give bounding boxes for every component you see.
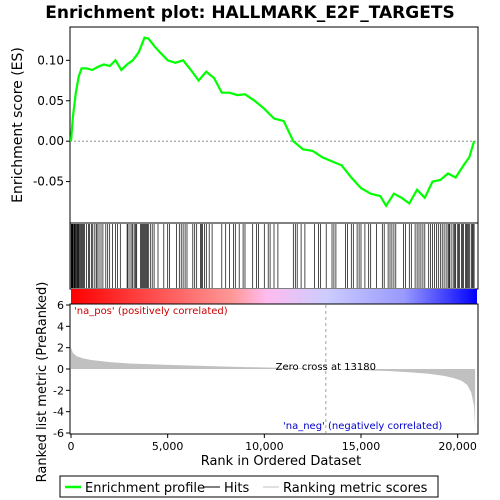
es-y-tick-label: 0.10 [37, 53, 64, 67]
legend-label-enrichment-profile: Enrichment profile [85, 481, 205, 496]
rank-gradient-bar [71, 289, 477, 304]
legend-frame [59, 475, 439, 498]
x-tick-label: 5,000 [152, 440, 184, 453]
metric-y-axis: 6 4 2 0 -2 -4 -6 [53, 299, 70, 440]
es-y-tick-label: -0.05 [33, 175, 64, 189]
chart-title: Enrichment plot: HALLMARK_E2F_TARGETS [45, 3, 454, 23]
es-y-axis: 0.10 0.05 0.00 -0.05 [33, 53, 70, 189]
es-y-axis-label: Enrichment score (ES) [10, 47, 26, 203]
enrichment-profile-line [69, 36, 476, 208]
es-y-tick-label: 0.00 [37, 134, 64, 148]
es-y-tick-label: 0.05 [37, 94, 64, 108]
metric-y-tick-label: -6 [53, 427, 64, 440]
metric-y-tick-label: -2 [53, 384, 64, 397]
x-axis-label: Rank in Ordered Dataset [201, 454, 362, 469]
x-tick-label: 20,000 [438, 440, 477, 453]
metric-y-tick-label: 6 [57, 299, 64, 312]
legend-label-ranking-metric: Ranking metric scores [283, 481, 428, 496]
positive-correlation-label: 'na_pos' (positively correlated) [74, 306, 228, 317]
x-tick-label: 0 [68, 440, 75, 453]
metric-y-tick-label: 2 [57, 342, 64, 355]
zero-cross-label: Zero cross at 13180 [276, 362, 376, 373]
negative-correlation-label: 'na_neg' (negatively correlated) [283, 421, 442, 432]
x-tick-label: 10,000 [245, 440, 284, 453]
metric-y-tick-label: 0 [57, 363, 64, 376]
es-panel-frame [69, 26, 479, 224]
legend-label-hits: Hits [224, 481, 249, 496]
metric-y-tick-label: -4 [53, 406, 64, 419]
hits-marks [70, 224, 475, 288]
legend: Enrichment profile Hits Ranking metric s… [59, 475, 439, 498]
metric-y-axis-label: Ranked list metric (PreRanked) [35, 282, 50, 483]
x-axis: 0 5,000 10,000 15,000 20,000 [68, 434, 477, 453]
ranking-metric-area [71, 347, 476, 428]
metric-y-tick-label: 4 [57, 320, 64, 333]
x-tick-label: 15,000 [342, 440, 381, 453]
